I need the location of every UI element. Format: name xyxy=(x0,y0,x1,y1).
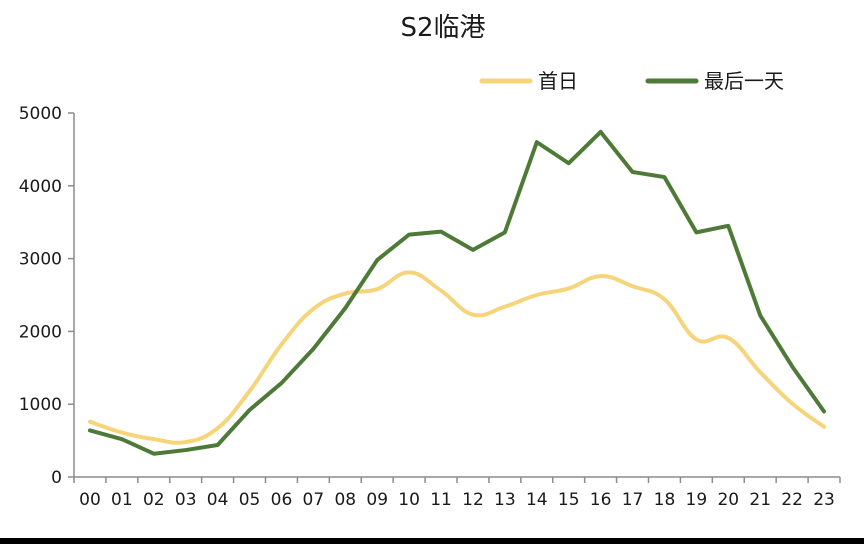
x-tick-label: 21 xyxy=(749,490,771,510)
x-tick-label: 07 xyxy=(303,490,325,510)
y-tick-label: 3000 xyxy=(19,250,62,270)
x-tick-label: 22 xyxy=(781,490,803,510)
legend-label-1: 首日 xyxy=(538,69,578,93)
x-tick-label: 05 xyxy=(239,490,261,510)
x-tick-label: 15 xyxy=(558,490,580,510)
x-tick-label: 14 xyxy=(526,490,548,510)
y-tick-label: 2000 xyxy=(19,322,62,342)
axes: 0 1000 2000 3000 4000 5000 00 01 02 03 04 05 06 07 08 0… xyxy=(19,104,841,510)
x-tick-label: 20 xyxy=(717,490,739,510)
series-line-2 xyxy=(87,129,827,456)
x-tick-label: 11 xyxy=(430,490,452,510)
x-tick-label: 23 xyxy=(813,490,835,510)
x-tick-label: 10 xyxy=(398,490,420,510)
x-tick-label: 19 xyxy=(686,490,708,510)
y-tick-label: 0 xyxy=(51,468,62,488)
y-tick-label: 4000 xyxy=(19,177,62,197)
x-tick-label: 12 xyxy=(462,490,484,510)
x-tick-label: 03 xyxy=(175,490,197,510)
series-line-1 xyxy=(87,270,827,445)
chart-title: S2临港 xyxy=(400,13,485,43)
x-tick-label: 02 xyxy=(143,490,165,510)
legend: 首日 最后一天 xyxy=(479,69,784,93)
x-tick-label: 08 xyxy=(334,490,356,510)
x-tick-label: 00 xyxy=(79,490,101,510)
x-tick-label: 06 xyxy=(271,490,293,510)
x-tick-label: 01 xyxy=(111,490,133,510)
x-tick-label: 09 xyxy=(366,490,388,510)
series-lines xyxy=(87,129,827,456)
x-tick-label: 16 xyxy=(590,490,612,510)
x-tick-label: 17 xyxy=(622,490,644,510)
x-tick-label: 04 xyxy=(207,490,229,510)
x-tick-label: 13 xyxy=(494,490,516,510)
y-tick-label: 1000 xyxy=(19,395,62,415)
y-tick-label: 5000 xyxy=(19,104,62,124)
x-tick-label: 18 xyxy=(654,490,676,510)
bottom-border xyxy=(0,538,864,544)
legend-label-2: 最后一天 xyxy=(704,69,784,93)
